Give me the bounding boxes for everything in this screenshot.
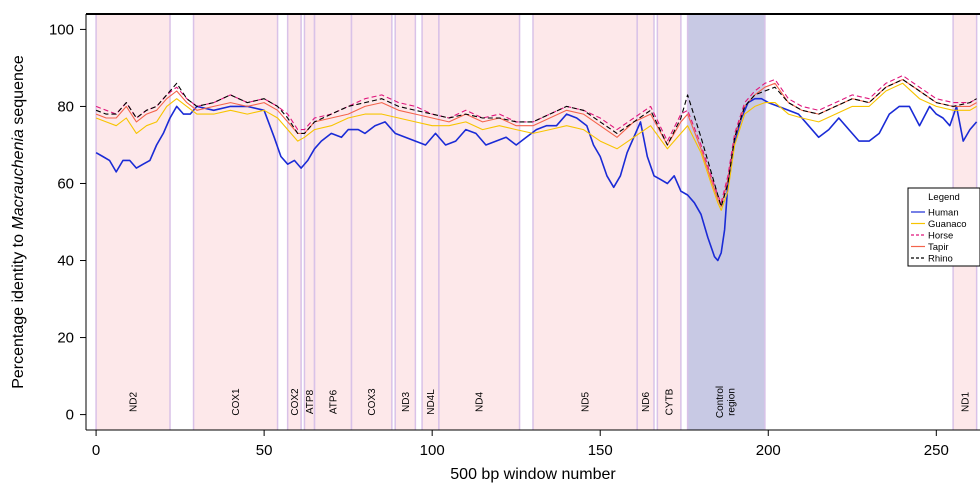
x-axis-label: 500 bp window number [450,466,616,483]
gene-region-bands [95,14,978,430]
y-tick-label-100: 100 [49,21,74,38]
legend-label-rhino: Rhino [928,254,953,265]
region-label-1: COX1 [231,388,242,416]
x-axis-ticks: 0 50 100 150 200 250 [92,430,949,459]
region-label-7: ND4L [426,389,437,415]
series-lines [95,75,978,262]
region-band-12 [687,14,765,430]
y-tick-label-40: 40 [57,253,74,270]
region-label-12: Controlregion [715,386,738,418]
region-label-5: COX3 [367,388,378,416]
region-band-10 [637,14,654,430]
region-band-8 [438,14,520,430]
region-band-9 [533,14,638,430]
region-band-2 [287,14,302,430]
region-label-12-word-0: Control [715,386,726,418]
region-label-3: ATP8 [305,389,316,414]
x-tick-label-250: 250 [924,442,949,459]
region-label-11: CYTB [665,388,676,415]
y-axis-label-part-2: Macrauchenia [10,129,27,230]
x-tick-label-150: 150 [588,442,613,459]
x-tick-label-200: 200 [756,442,781,459]
region-label-10: ND6 [641,392,652,412]
region-band-6 [395,14,416,430]
region-label-4: ATP6 [329,389,340,414]
y-tick-label-80: 80 [57,98,74,115]
y-tick-label-60: 60 [57,175,74,192]
legend-label-horse: Horse [928,231,953,242]
y-axis-ticks: 0 20 40 60 80 100 [49,21,86,424]
region-band-1 [193,14,278,430]
region-band-0 [96,14,171,430]
region-band-4 [314,14,352,430]
y-tick-label-20: 20 [57,330,74,347]
legend-box [907,187,980,267]
plot-frame [85,13,980,431]
region-label-8: ND4 [475,392,486,412]
y-tick-label-0: 0 [66,407,74,424]
region-label-2: COX2 [290,388,301,416]
region-band-11 [657,14,681,430]
x-tick-label-50: 50 [256,442,273,459]
x-tick-label-100: 100 [420,442,445,459]
y-axis-label-part-3: sequence [10,55,27,129]
series-line-rhino [95,78,977,208]
region-label-0: ND2 [129,392,140,412]
region-band-5 [351,14,392,430]
series-line-human [95,97,978,262]
region-label-6: ND3 [401,392,412,412]
legend-label-guanaco: Guanaco [928,219,967,230]
legend-title: Legend [928,192,960,203]
x-tick-label-0: 0 [92,442,100,459]
series-line-guanaco [95,82,977,211]
legend-label-human: Human [928,208,959,219]
region-label-12-word-1: region [726,388,737,416]
region-band-3 [304,14,315,430]
y-axis-label: Percentage identity to Macrauchenia sequ… [10,55,27,389]
region-label-9: ND5 [581,392,592,412]
gene-region-labels: ND2 COX1 COX2 ATP8 ATP6 COX3 ND3 ND4L ND4 ND5 ND6 C… [129,386,972,418]
region-band-7 [422,14,439,430]
legend-label-tapir: Tapir [928,242,949,253]
region-label-13: ND1 [960,392,971,412]
y-axis-label-part-1: Percentage identity to [10,230,27,389]
series-line-horse [95,75,977,204]
